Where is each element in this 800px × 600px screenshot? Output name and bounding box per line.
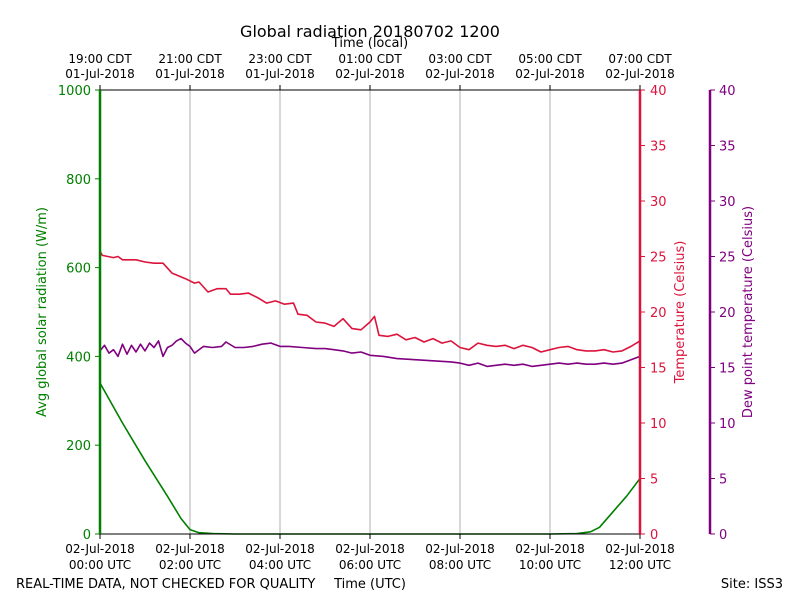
left-y-axis-label: Avg global solar radiation (W/m) bbox=[35, 207, 50, 417]
bottom-tick-date: 02-Jul-2018 bbox=[515, 542, 585, 556]
top-tick-date: 02-Jul-2018 bbox=[335, 67, 405, 81]
bottom-tick-date: 02-Jul-2018 bbox=[335, 542, 405, 556]
far-right-tick-label: 20 bbox=[719, 306, 736, 321]
left-tick-label: 200 bbox=[66, 439, 91, 454]
far-right-tick-label: 40 bbox=[719, 84, 736, 99]
far-right-tick-label: 10 bbox=[719, 417, 736, 432]
top-tick-date: 02-Jul-2018 bbox=[425, 67, 495, 81]
top-tick-date: 01-Jul-2018 bbox=[155, 67, 225, 81]
left-tick-label: 1000 bbox=[58, 84, 91, 99]
right-tick-label: 5 bbox=[650, 473, 658, 488]
far-right-tick-label: 30 bbox=[719, 195, 736, 210]
top-tick-date: 02-Jul-2018 bbox=[515, 67, 585, 81]
top-tick-date: 02-Jul-2018 bbox=[605, 67, 675, 81]
far-right-tick-label: 5 bbox=[719, 473, 727, 488]
axis-ticks: 0200400600800100005101520253035400510152… bbox=[58, 52, 736, 572]
top-x-axis-label: Time (local) bbox=[331, 36, 408, 51]
bottom-tick-time: 06:00 UTC bbox=[339, 558, 401, 572]
top-tick-date: 01-Jul-2018 bbox=[245, 67, 315, 81]
bottom-tick-time: 12:00 UTC bbox=[609, 558, 671, 572]
quality-disclaimer: REAL-TIME DATA, NOT CHECKED FOR QUALITY bbox=[16, 577, 315, 592]
bottom-tick-time: 10:00 UTC bbox=[519, 558, 581, 572]
site-label: Site: ISS3 bbox=[721, 577, 783, 592]
top-tick-time: 03:00 CDT bbox=[428, 52, 492, 66]
top-tick-time: 07:00 CDT bbox=[608, 52, 672, 66]
bottom-tick-date: 02-Jul-2018 bbox=[65, 542, 135, 556]
right-y-axis-label: Temperature (Celsius) bbox=[673, 241, 688, 385]
bottom-tick-date: 02-Jul-2018 bbox=[245, 542, 315, 556]
far-right-y-axis-label: Dew point temperature (Celsius) bbox=[741, 206, 756, 418]
temperature-line bbox=[99, 250, 641, 353]
left-tick-label: 800 bbox=[66, 173, 91, 188]
right-tick-label: 35 bbox=[650, 140, 667, 155]
left-tick-label: 0 bbox=[83, 528, 91, 543]
plot-frame bbox=[98, 89, 712, 535]
top-tick-date: 01-Jul-2018 bbox=[65, 67, 135, 81]
right-tick-label: 0 bbox=[650, 528, 658, 543]
bottom-tick-date: 02-Jul-2018 bbox=[425, 542, 495, 556]
far-right-tick-label: 35 bbox=[719, 140, 736, 155]
dew_point-line bbox=[99, 337, 641, 368]
right-tick-label: 15 bbox=[650, 362, 667, 377]
top-tick-time: 19:00 CDT bbox=[68, 52, 132, 66]
bottom-tick-time: 08:00 UTC bbox=[429, 558, 491, 572]
far-right-tick-label: 25 bbox=[719, 251, 736, 266]
right-tick-label: 20 bbox=[650, 306, 667, 321]
right-tick-label: 40 bbox=[650, 84, 667, 99]
top-tick-time: 01:00 CDT bbox=[338, 52, 402, 66]
right-tick-label: 30 bbox=[650, 195, 667, 210]
far-right-tick-label: 15 bbox=[719, 362, 736, 377]
top-tick-time: 21:00 CDT bbox=[158, 52, 222, 66]
right-tick-label: 10 bbox=[650, 417, 667, 432]
chart-title: Global radiation 20180702 1200 bbox=[240, 22, 500, 41]
top-tick-time: 05:00 CDT bbox=[518, 52, 582, 66]
bottom-tick-date: 02-Jul-2018 bbox=[155, 542, 225, 556]
right-tick-label: 25 bbox=[650, 251, 667, 266]
bottom-tick-time: 02:00 UTC bbox=[159, 558, 221, 572]
bottom-tick-time: 00:00 UTC bbox=[69, 558, 131, 572]
bottom-x-axis-label: Time (UTC) bbox=[333, 577, 406, 592]
top-tick-time: 23:00 CDT bbox=[248, 52, 312, 66]
left-tick-label: 600 bbox=[66, 262, 91, 277]
far-right-tick-label: 0 bbox=[719, 528, 727, 543]
bottom-tick-date: 02-Jul-2018 bbox=[605, 542, 675, 556]
left-tick-label: 400 bbox=[66, 350, 91, 365]
gridlines bbox=[189, 90, 551, 534]
bottom-tick-time: 04:00 UTC bbox=[249, 558, 311, 572]
